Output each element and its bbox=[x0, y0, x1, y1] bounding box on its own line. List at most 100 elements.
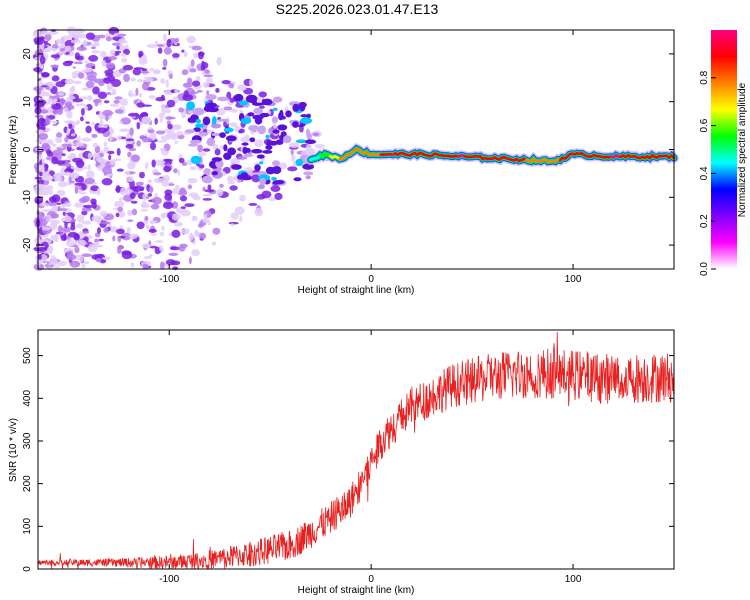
spectrogram-noise-blob bbox=[44, 33, 52, 41]
spectrogram-noise-blob bbox=[66, 110, 73, 119]
spectrogram-noise-blob bbox=[143, 255, 152, 260]
spectrogram-noise-blob bbox=[167, 183, 175, 186]
x-tick-label: 100 bbox=[565, 574, 582, 585]
spectrogram-noise-blob bbox=[83, 261, 90, 265]
spectrogram-cluster-blob bbox=[184, 129, 196, 134]
spectrogram-noise-blob bbox=[81, 220, 92, 225]
spectrogram-noise-blob bbox=[125, 144, 134, 149]
spectrogram-noise-blob bbox=[191, 45, 202, 51]
spectrogram-noise-blob bbox=[51, 120, 59, 124]
spectrogram-noise-blob bbox=[131, 208, 138, 216]
spectrogram-noise-blob bbox=[77, 72, 85, 79]
x-tick-label: 0 bbox=[368, 574, 374, 585]
spectrogram-noise-blob bbox=[47, 188, 54, 195]
spectrogram-noise-blob bbox=[87, 152, 93, 159]
spectrogram-noise-blob bbox=[51, 205, 58, 209]
spectrogram-cluster-blob bbox=[237, 174, 244, 180]
spectrogram-noise-blob bbox=[52, 123, 58, 127]
spectrogram-noise-blob bbox=[149, 245, 158, 249]
spectrogram-noise-blob bbox=[147, 193, 153, 197]
spectrogram-noise-blob bbox=[132, 68, 142, 76]
spectrogram-cluster-blob bbox=[241, 142, 249, 146]
spectrogram-noise-blob bbox=[76, 214, 85, 223]
spectrogram-noise-blob bbox=[36, 122, 44, 129]
spectrogram-noise-blob bbox=[56, 132, 63, 139]
spectrogram-cluster-blob bbox=[271, 177, 277, 181]
spectrogram-noise-blob bbox=[125, 171, 131, 176]
spectrogram-noise-blob bbox=[162, 67, 167, 70]
spectrogram-cluster-blob bbox=[201, 175, 213, 184]
spectrogram-noise-blob bbox=[202, 198, 213, 201]
spectrogram-cluster-blob bbox=[271, 116, 279, 123]
spectrogram-noise-blob bbox=[210, 123, 222, 129]
spectrogram-noise-blob bbox=[41, 72, 50, 78]
spectrogram-noise-blob bbox=[150, 203, 160, 210]
spectrogram-noise-blob bbox=[146, 196, 150, 199]
spectrogram-cluster-blob bbox=[248, 125, 260, 132]
colorbar-tick-label: 0.0 bbox=[699, 262, 710, 276]
spectrogram-noise-blob bbox=[57, 225, 63, 233]
spectrogram-noise-blob bbox=[61, 153, 66, 157]
spectrogram-noise-blob bbox=[152, 69, 161, 75]
spectrogram-noise-blob bbox=[52, 149, 63, 156]
spectrogram-noise-blob bbox=[73, 61, 83, 65]
spectrogram-noise-blob bbox=[34, 49, 44, 57]
spectrogram-noise-blob bbox=[41, 209, 52, 213]
spectrogram-noise-blob bbox=[72, 157, 83, 163]
spectrogram-cluster-blob bbox=[192, 107, 205, 116]
spectrogram-noise-blob bbox=[51, 48, 58, 52]
spectrogram-noise-blob bbox=[83, 166, 87, 170]
spectrogram-noise-blob bbox=[254, 208, 264, 217]
spectrogram-noise-blob bbox=[79, 191, 87, 195]
spectrogram-noise-blob bbox=[81, 184, 87, 191]
spectrogram-cluster-blob bbox=[202, 116, 211, 126]
spectrogram-noise-blob bbox=[234, 206, 245, 215]
spectrogram-noise-blob bbox=[49, 222, 58, 230]
spectrogram-noise-blob bbox=[118, 197, 124, 201]
spectrogram-noise-blob bbox=[45, 117, 51, 126]
spectrogram-noise-blob bbox=[70, 133, 76, 137]
spectrogram-noise-blob bbox=[154, 117, 158, 125]
spectrogram-noise-blob bbox=[36, 99, 47, 106]
spectrogram-noise-blob bbox=[116, 43, 125, 53]
spectrogram-noise-blob bbox=[66, 250, 74, 258]
spectrogram-noise-blob bbox=[51, 103, 62, 110]
spectrogram-noise-blob bbox=[98, 238, 104, 242]
spectrogram-noise-blob bbox=[50, 258, 58, 266]
spectrogram-noise-blob bbox=[140, 71, 150, 74]
spectrogram-noise-blob bbox=[172, 53, 180, 58]
spectrogram-noise-blob bbox=[130, 262, 135, 268]
spectrogram-noise-blob bbox=[72, 98, 84, 103]
spectrogram-noise-blob bbox=[168, 252, 179, 256]
spectrogram-noise-blob bbox=[54, 207, 58, 214]
y-tick-label: 100 bbox=[22, 518, 33, 535]
spectrogram-noise-blob bbox=[229, 185, 238, 191]
spectrogram-noise-blob bbox=[98, 152, 104, 158]
spectrogram-noise-blob bbox=[103, 146, 110, 154]
spectrogram-noise-blob bbox=[101, 178, 113, 186]
spectrogram-noise-blob bbox=[84, 204, 93, 209]
spectrogram-noise-blob bbox=[186, 35, 196, 44]
spectrogram-noise-blob bbox=[159, 117, 163, 123]
spectrogram-noise-blob bbox=[105, 36, 112, 42]
spectrogram-noise-blob bbox=[106, 92, 112, 95]
spectrogram-noise-blob bbox=[62, 202, 72, 207]
spectrogram-noise-blob bbox=[115, 212, 120, 218]
spectrogram-noise-blob bbox=[180, 206, 186, 209]
spectrogram-noise-blob bbox=[146, 44, 158, 48]
spectrogram-cluster-blob bbox=[188, 143, 199, 147]
spectrogram-noise-blob bbox=[35, 259, 45, 263]
spectrogram-noise-blob bbox=[75, 141, 84, 147]
colorbar-tick-label: 0.2 bbox=[699, 214, 710, 228]
spectrogram-noise-blob bbox=[72, 75, 77, 79]
spectrogram-cluster-blob bbox=[211, 157, 223, 162]
spectrogram-noise-blob bbox=[183, 51, 188, 57]
spectrogram-noise-blob bbox=[44, 263, 55, 269]
spectrogram-noise-blob bbox=[237, 156, 248, 160]
spectrogram-noise-blob bbox=[230, 212, 239, 220]
spectrogram-noise-blob bbox=[36, 247, 48, 252]
spectrogram-noise-blob bbox=[197, 144, 204, 153]
spectrogram-noise-blob bbox=[117, 210, 126, 218]
